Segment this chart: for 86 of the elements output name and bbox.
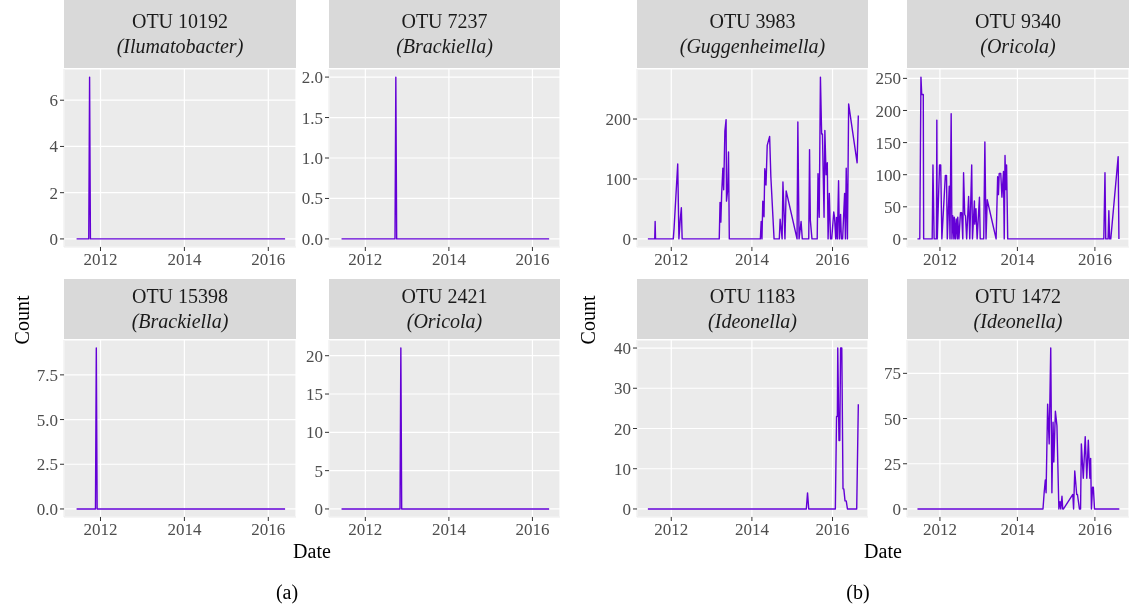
- text: (b): [846, 580, 870, 604]
- x-tick-label: 2016: [515, 520, 550, 540]
- line-series: [916, 347, 1121, 510]
- y-tick-label: 6: [49, 91, 58, 111]
- y-tick-label: 0: [892, 229, 901, 249]
- line-series: [916, 76, 1120, 240]
- y-tick-label: 2: [49, 183, 58, 203]
- chart-subtitle: (Ideonella): [973, 309, 1063, 334]
- x-tick-label: 2016: [1077, 520, 1112, 540]
- x-tick-label: 2012: [654, 250, 689, 270]
- chart-subtitle: (Oricola): [406, 309, 483, 334]
- x-tick-label: 2012: [348, 520, 383, 540]
- line-series: [647, 347, 860, 510]
- x-tick-label: 2012: [348, 250, 383, 270]
- y-tick-label: 2.0: [301, 68, 323, 88]
- y-tick-label: 10: [306, 423, 323, 443]
- chart-subtitle: (Ideonella): [708, 309, 797, 334]
- chart-title: OTU 1472: [974, 284, 1062, 309]
- y-tick-label: 30: [614, 379, 631, 399]
- y-tick-label: 1.0: [301, 149, 323, 169]
- y-tick-label: 20: [614, 419, 631, 439]
- y-tick-label: 20: [306, 346, 323, 366]
- y-tick-label: 25: [884, 454, 901, 474]
- x-tick-label: 2014: [167, 520, 202, 540]
- y-tick-label: 0: [892, 499, 901, 519]
- y-tick-label: 100: [605, 170, 631, 190]
- x-tick-label: 2012: [83, 520, 118, 540]
- x-tick-label: 2012: [922, 250, 957, 270]
- y-tick-label: 2.5: [36, 455, 58, 475]
- chart-title: OTU 9340: [974, 9, 1062, 34]
- y-tick-label: 0: [314, 499, 323, 519]
- chart-subtitle: (Brackiella): [131, 309, 229, 334]
- x-tick-label: 2016: [815, 250, 850, 270]
- x-tick-label: 2014: [734, 520, 770, 540]
- y-tick-label: 5.0: [36, 410, 58, 430]
- chart-subtitle: (Brackiella): [396, 34, 493, 59]
- chart-subtitle: (Oricola): [980, 34, 1056, 59]
- chart-subtitle: (Ilumatobacter): [116, 34, 244, 59]
- y-axis-title: Count: [576, 295, 600, 345]
- y-tick-label: 150: [875, 133, 901, 153]
- y-tick-label: 0.0: [36, 499, 58, 519]
- x-tick-label: 2014: [431, 250, 467, 270]
- y-tick-label: 75: [884, 364, 901, 384]
- y-tick-label: 0: [622, 499, 631, 519]
- chart-title: OTU 15398: [131, 284, 229, 309]
- chart-subtitle: (Guggenheimella): [679, 34, 826, 59]
- x-tick-label: 2014: [167, 250, 202, 270]
- x-tick-label: 2014: [1000, 520, 1035, 540]
- x-tick-label: 2012: [83, 250, 118, 270]
- y-tick-label: 4: [49, 137, 59, 157]
- x-tick-label: 2016: [815, 520, 850, 540]
- x-tick-label: 2014: [431, 520, 467, 540]
- x-axis-title: Date: [293, 539, 331, 563]
- chart-title: OTU 1183: [709, 284, 796, 309]
- y-tick-label: 7.5: [36, 365, 58, 385]
- chart-title: OTU 7237: [401, 9, 488, 34]
- y-tick-label: 0: [622, 229, 631, 249]
- x-tick-label: 2012: [922, 520, 957, 540]
- chart-title: OTU 10192: [131, 9, 229, 34]
- y-tick-label: 50: [884, 197, 901, 217]
- y-tick-label: 1.5: [301, 108, 323, 128]
- chart-title: OTU 3983: [709, 9, 796, 34]
- y-tick-label: 50: [884, 409, 901, 429]
- x-tick-label: 2016: [251, 520, 286, 540]
- x-tick-label: 2016: [1077, 250, 1112, 270]
- x-tick-label: 2016: [251, 250, 286, 270]
- y-tick-label: 5: [314, 461, 323, 481]
- y-tick-label: 0.5: [301, 189, 323, 209]
- y-tick-label: 40: [614, 339, 631, 359]
- y-axis-title: Count: [10, 295, 34, 345]
- text: (a): [275, 580, 299, 604]
- x-tick-label: 2012: [654, 520, 689, 540]
- y-tick-label: 200: [875, 101, 901, 121]
- y-tick-label: 0.0: [301, 229, 323, 249]
- x-tick-label: 2014: [1000, 250, 1035, 270]
- y-tick-label: 0: [49, 229, 58, 249]
- y-tick-label: 10: [614, 459, 631, 479]
- line-series: [647, 76, 860, 240]
- x-axis-title: Date: [864, 539, 902, 563]
- chart-title: OTU 2421: [401, 284, 488, 309]
- x-tick-label: 2014: [734, 250, 770, 270]
- y-tick-label: 15: [306, 385, 323, 405]
- y-tick-label: 250: [875, 69, 901, 89]
- y-tick-label: 100: [875, 165, 901, 185]
- x-tick-label: 2016: [515, 250, 550, 270]
- y-tick-label: 200: [605, 110, 631, 130]
